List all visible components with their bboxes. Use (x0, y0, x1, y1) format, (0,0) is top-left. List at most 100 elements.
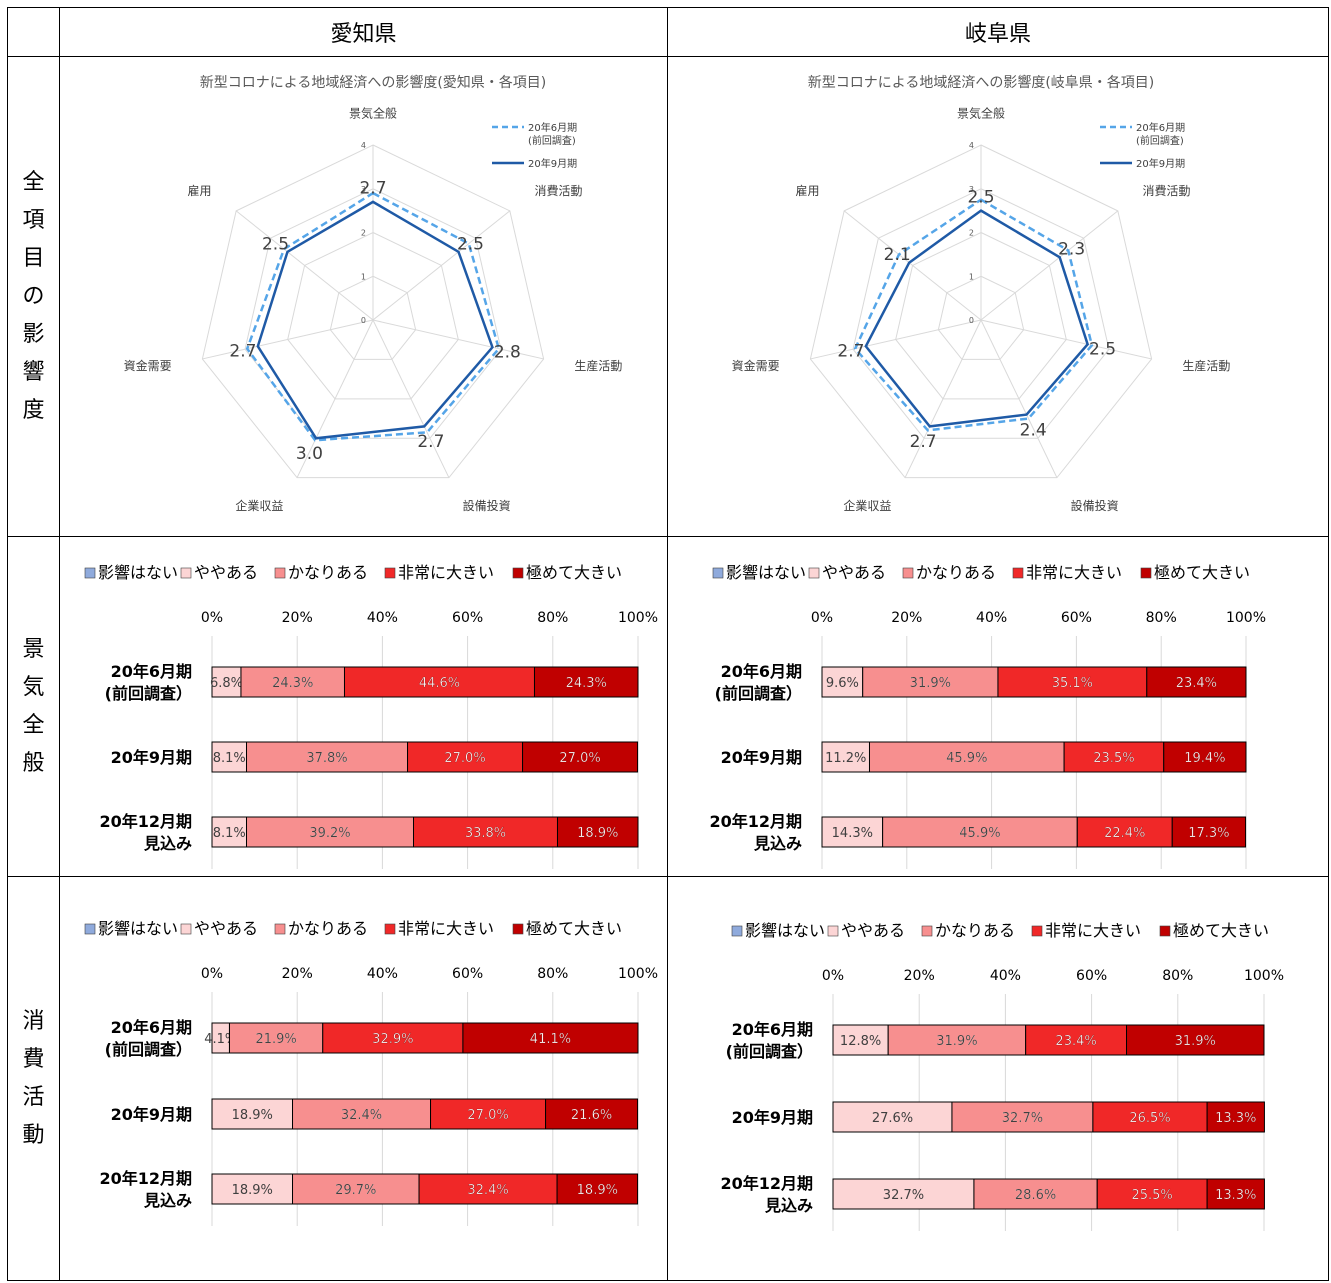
series-prev-line (853, 198, 1094, 432)
legend-swatch (84, 923, 96, 935)
legend-prev-sublabel: (前回調査) (1136, 134, 1184, 147)
radar-spoke (980, 319, 1058, 478)
bar-data-label: 33.8% (465, 826, 506, 841)
row-label-overall: 全 項 目 の 影 響 度 (7, 57, 60, 537)
row-label-char: の (22, 283, 45, 309)
axis-tick-label: 40% (990, 968, 1021, 984)
bar-segment (246, 816, 414, 848)
bar-data-label: 39.2% (309, 826, 350, 841)
bar-cell-economy-gifu: 影響はない ややある かなりある 非常に大きい 極めて大きい 0% 20% 40% 60% 80%… (668, 537, 1329, 877)
bar-data-label: 13.3% (1215, 1188, 1256, 1203)
axis-tick-label: 100% (618, 966, 658, 982)
bar-segment (211, 816, 248, 848)
row-label-char: 動 (22, 1122, 45, 1148)
axis-tick-label: 80% (1146, 610, 1177, 626)
radar-data-label: 2.5 (457, 234, 484, 254)
bar-data-label: 18.9% (232, 1183, 273, 1198)
radar-tick-label: 4 (969, 141, 974, 150)
radar-axis-label: 企業収益 (843, 498, 891, 513)
row-label-char: 般 (22, 750, 45, 776)
bar-segment (407, 741, 524, 773)
bar-data-label: 18.9% (232, 1108, 273, 1123)
radar-data-label: 2.1 (884, 245, 911, 265)
bar-data-label: 11.2% (825, 751, 866, 766)
bar-segment (545, 1098, 639, 1130)
axis-tick-label: 20% (904, 968, 935, 984)
radar-axis-label: 雇用 (188, 183, 212, 198)
bar-segment (868, 741, 1065, 773)
bar-data-label: 32.7% (1002, 1111, 1043, 1126)
legend-label: 非常に大きい (1045, 921, 1141, 940)
category-label: 見込み (764, 1196, 813, 1215)
axis-tick-label: 60% (1061, 610, 1092, 626)
series-current-line (864, 209, 1090, 428)
radar-gridline (852, 188, 1110, 439)
bar-segment (343, 666, 535, 698)
radar-gridline (287, 231, 459, 400)
bar-segment (997, 666, 1148, 698)
bar-segment (821, 741, 870, 773)
bar-segment (821, 666, 864, 698)
row-label-char: 全 (22, 712, 45, 738)
radar-cell-gifu: 新型コロナによる地域経済への影響度(岐阜県・各項目) 0 1 2 3 4 景気全般 消費活動生… (668, 57, 1329, 537)
bar-data-label: 31.9% (1175, 1034, 1216, 1049)
radar-axis-label: 景気全般 (957, 106, 1005, 121)
radar-tick-label: 0 (969, 316, 974, 325)
radar-spoke (372, 319, 544, 360)
legend-label: かなりある (288, 919, 368, 938)
chart-title: 新型コロナによる地域経済への影響度(愛知県・各項目) (200, 74, 547, 91)
bar-segment (228, 1022, 324, 1054)
radar-chart-gifu: 新型コロナによる地域経済への影響度(岐阜県・各項目) 0 1 2 3 4 景気全般消費活動生… (732, 74, 1231, 513)
bar-segment (522, 741, 639, 773)
radar-data-label: 2.7 (417, 432, 444, 452)
category-label: (前回調査） (105, 1040, 192, 1059)
radar-tick-label: 2 (969, 229, 974, 238)
radar-data-label: 2.7 (359, 179, 386, 199)
category-label: 20年9月期 (111, 748, 192, 767)
axis-tick-label: 0% (201, 966, 223, 982)
legend-swatch (921, 925, 933, 937)
radar-spoke (372, 210, 511, 321)
bar-data-label: 14.3% (832, 826, 873, 841)
bar-data-label: 19.4% (1184, 751, 1225, 766)
axis-tick-label: 40% (367, 966, 398, 982)
bar-segment (1163, 741, 1247, 773)
bar-segment (462, 1022, 639, 1054)
category-label: 見込み (143, 1191, 192, 1210)
bar-data-label: 24.3% (272, 676, 313, 691)
bar-segment (1063, 741, 1165, 773)
axis-tick-label: 80% (537, 610, 568, 626)
legend-prev-label: 20年6月期 (528, 121, 577, 134)
radar-spoke (372, 319, 450, 478)
radar-data-label: 2.3 (1058, 240, 1085, 260)
bar-data-label: 31.9% (936, 1034, 977, 1049)
header-gifu-label: 岐阜県 (964, 22, 1031, 47)
bar-data-label: 27.0% (467, 1108, 508, 1123)
row-label-char: 項 (22, 207, 45, 233)
radar-data-label: 2.7 (229, 342, 256, 362)
category-label: (前回調査） (105, 684, 192, 703)
bar-data-label: 18.9% (577, 826, 618, 841)
radar-gridline (244, 188, 502, 439)
bar-data-label: 32.4% (341, 1108, 382, 1123)
legend-swatch (512, 923, 524, 935)
radar-axis-label: 資金需要 (124, 358, 172, 373)
row-label-char: 景 (22, 636, 45, 662)
radar-data-label: 2.7 (910, 432, 937, 452)
bar-segment (951, 1101, 1094, 1133)
bar-data-label: 32.4% (467, 1183, 508, 1198)
legend-label: ややある (841, 921, 905, 940)
bar-cell-economy-aichi: 影響はない ややある かなりある 非常に大きい 極めて大きい 0% 20% 40% 60% 80%… (60, 537, 668, 877)
legend-swatch (84, 567, 96, 579)
row-label-char: 消 (22, 1008, 45, 1034)
bar-data-label: 35.1% (1052, 676, 1093, 691)
row-label-char: 費 (22, 1046, 45, 1072)
radar-data-label: 2.5 (262, 234, 289, 254)
bar-cell-consumption-gifu: 影響はない ややある かなりある 非常に大きい 極めて大きい 0% 20% 40% 60% 80%… (668, 877, 1329, 1281)
legend-swatch (274, 567, 286, 579)
legend-swatch (274, 923, 286, 935)
radar-chart-aichi: 新型コロナによる地域経済への影響度(愛知県・各項目) 0 1 2 3 4 景気全般消費活動生… (124, 74, 623, 513)
legend-swatch (712, 567, 724, 579)
axis-tick-label: 60% (452, 966, 483, 982)
bar-data-label: 17.3% (1188, 826, 1229, 841)
